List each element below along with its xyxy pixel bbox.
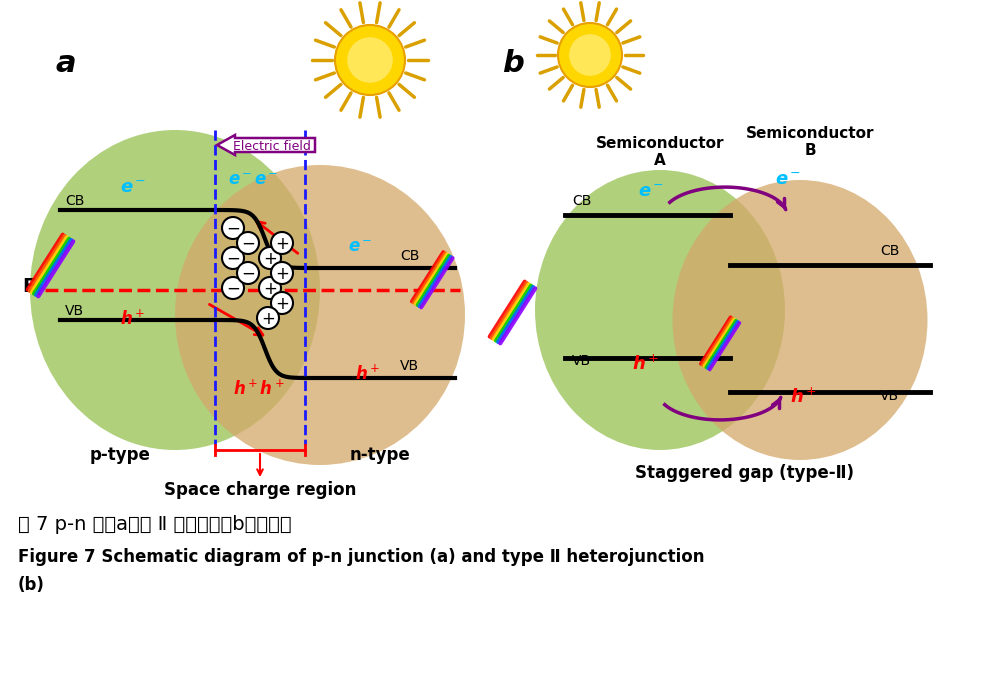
Text: A: A (654, 153, 666, 168)
Ellipse shape (673, 180, 928, 460)
Text: (b): (b) (18, 576, 45, 594)
Text: VB: VB (65, 304, 84, 318)
Circle shape (237, 262, 259, 284)
Text: p-type: p-type (90, 446, 151, 464)
Text: Staggered gap (type-Ⅱ): Staggered gap (type-Ⅱ) (635, 464, 854, 482)
Text: +: + (261, 310, 275, 328)
Text: −: − (241, 235, 255, 253)
Text: −: − (226, 250, 240, 268)
Text: a: a (55, 49, 76, 78)
Text: n-type: n-type (350, 446, 410, 464)
Text: Semiconductor: Semiconductor (745, 126, 874, 141)
Circle shape (222, 217, 244, 239)
Text: +: + (275, 235, 289, 253)
Text: h$^+$: h$^+$ (355, 365, 380, 384)
Text: +: + (263, 280, 277, 298)
Ellipse shape (30, 130, 320, 450)
Circle shape (570, 34, 611, 76)
Ellipse shape (535, 170, 785, 450)
Text: h$^+$h$^+$: h$^+$h$^+$ (233, 380, 285, 399)
Text: h$^+$: h$^+$ (632, 355, 659, 374)
Text: −: − (241, 265, 255, 283)
Text: h$^+$: h$^+$ (790, 388, 817, 407)
Text: h$^+$: h$^+$ (120, 310, 144, 329)
FancyArrow shape (217, 135, 315, 155)
Text: −: − (226, 280, 240, 298)
Text: VB: VB (400, 359, 419, 373)
Text: CB: CB (880, 244, 900, 258)
Text: Space charge region: Space charge region (164, 481, 356, 499)
Circle shape (259, 277, 281, 299)
Circle shape (237, 232, 259, 254)
Text: VB: VB (572, 354, 591, 368)
Text: CB: CB (572, 194, 591, 208)
Text: +: + (275, 295, 289, 313)
Ellipse shape (175, 165, 465, 465)
Text: e$^-$: e$^-$ (348, 238, 372, 256)
Text: B: B (804, 143, 816, 158)
Text: 图 7 p-n 结（a）和 Ⅱ 型异质结（b）示意图: 图 7 p-n 结（a）和 Ⅱ 型异质结（b）示意图 (18, 515, 292, 534)
Text: b: b (502, 49, 523, 78)
Circle shape (335, 25, 405, 95)
Text: Electric field: Electric field (233, 140, 311, 153)
Circle shape (558, 23, 622, 87)
Circle shape (222, 247, 244, 269)
Text: CB: CB (400, 249, 419, 263)
Circle shape (257, 307, 279, 329)
Text: e$^-$e$^-$: e$^-$e$^-$ (228, 171, 279, 189)
Circle shape (271, 232, 293, 254)
Circle shape (348, 37, 393, 83)
Text: $\mathbf{E_f}$: $\mathbf{E_f}$ (22, 277, 43, 298)
Text: +: + (263, 250, 277, 268)
Circle shape (259, 247, 281, 269)
Text: CB: CB (65, 194, 84, 208)
Circle shape (222, 277, 244, 299)
Text: −: − (226, 220, 240, 238)
Text: +: + (275, 265, 289, 283)
Text: e$^-$: e$^-$ (120, 179, 146, 197)
Text: Figure 7 Schematic diagram of p-n junction (a) and type Ⅱ heterojunction: Figure 7 Schematic diagram of p-n juncti… (18, 548, 704, 566)
Circle shape (271, 292, 293, 314)
Circle shape (271, 262, 293, 284)
Text: VB: VB (880, 389, 900, 403)
Text: e$^-$: e$^-$ (638, 183, 664, 201)
Text: Semiconductor: Semiconductor (596, 136, 725, 151)
Text: e$^-$: e$^-$ (775, 171, 801, 189)
